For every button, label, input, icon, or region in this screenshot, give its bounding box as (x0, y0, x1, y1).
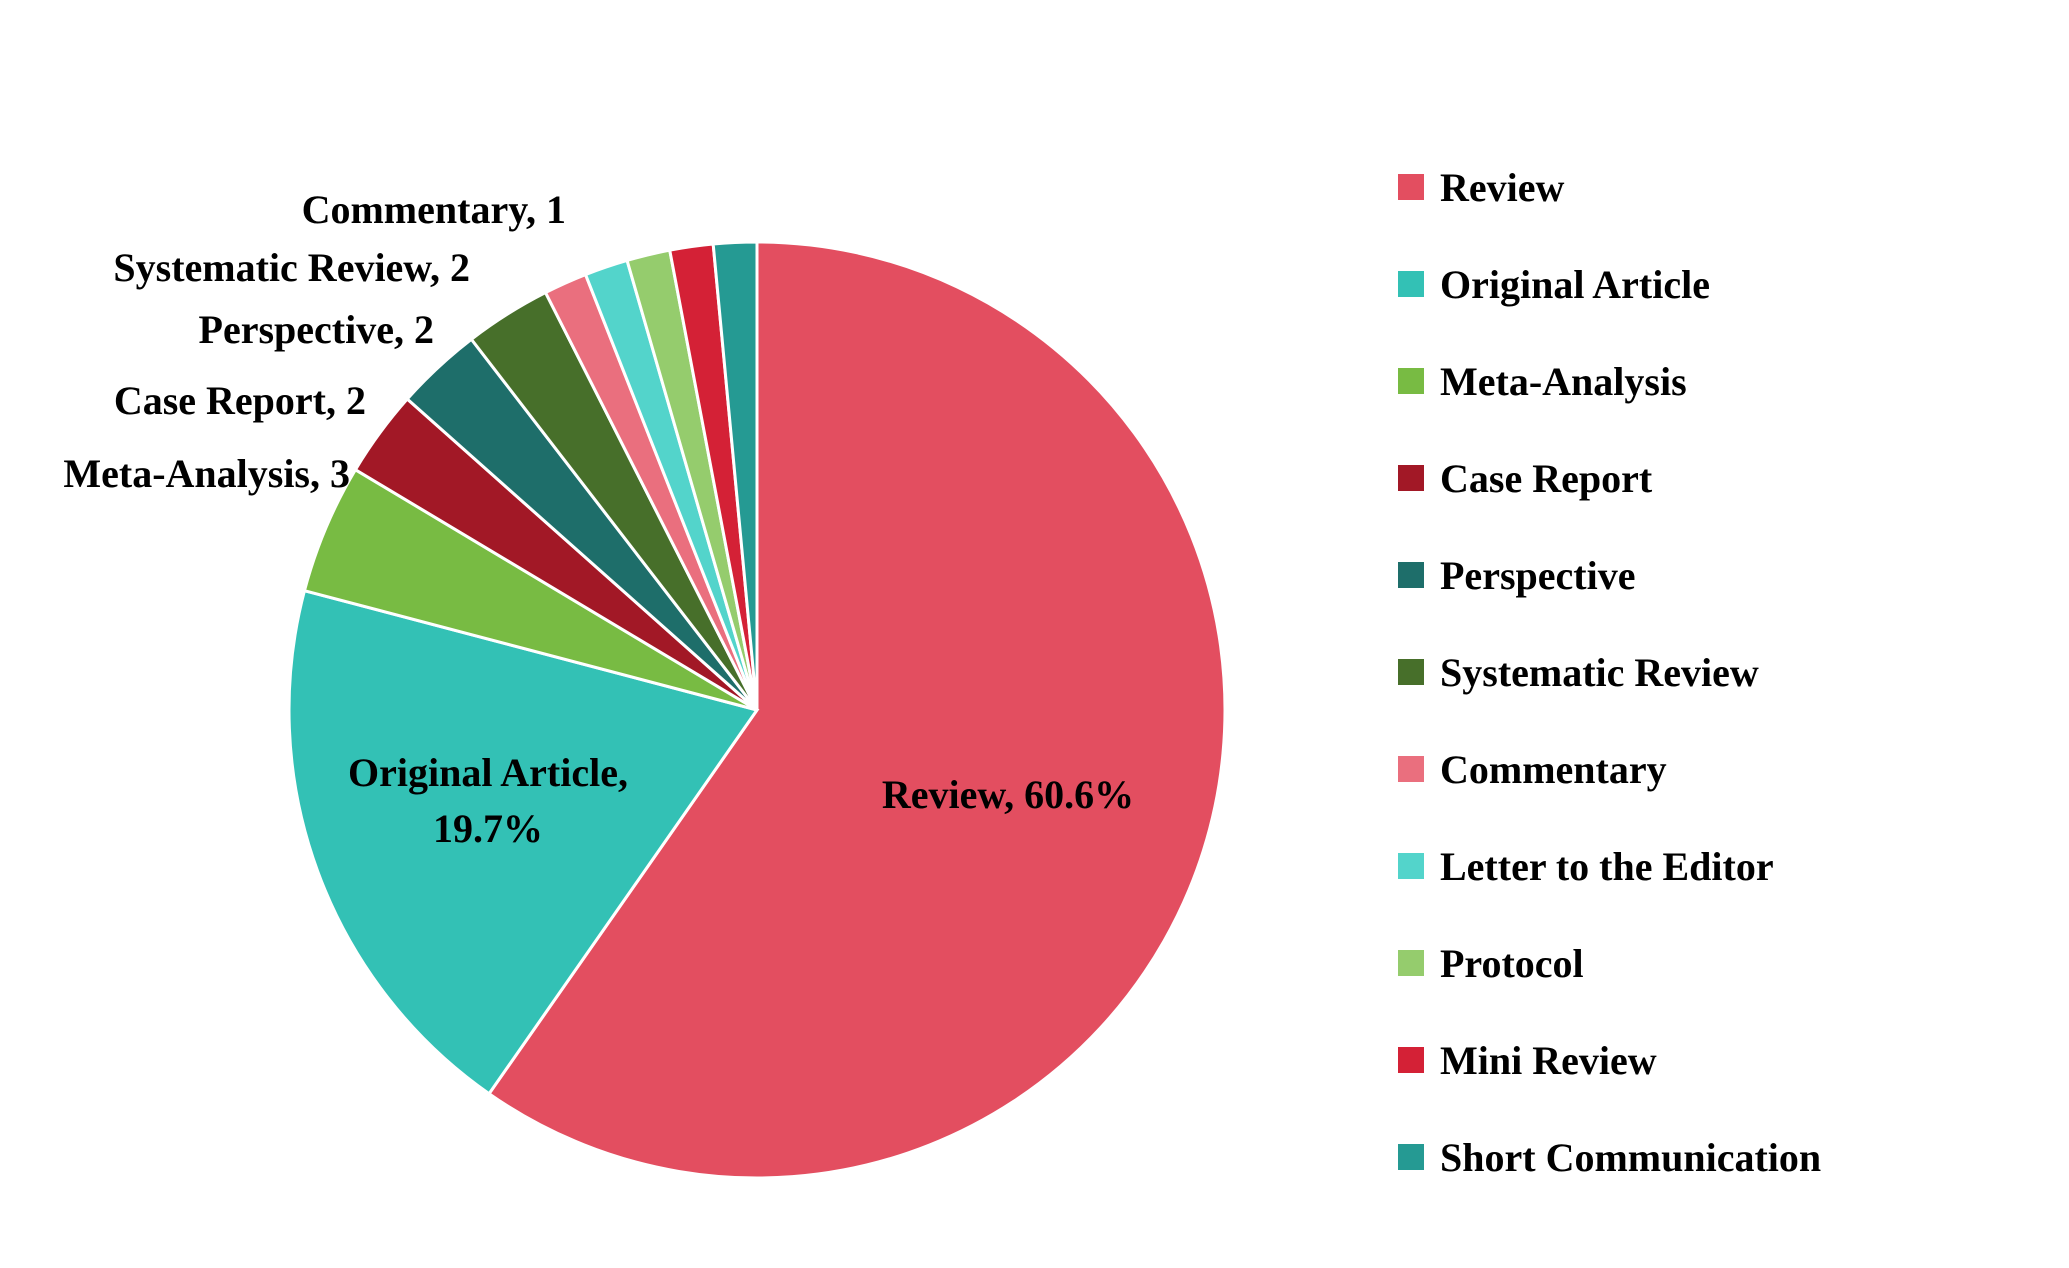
legend-label-review: Review (1440, 165, 1565, 210)
legend-item-systematic-review: Systematic Review (1398, 650, 1759, 695)
legend-item-meta-analysis: Meta-Analysis (1398, 359, 1687, 404)
legend-label-commentary: Commentary (1440, 747, 1667, 792)
data-label-systematic-review: Systematic Review, 2 (113, 245, 470, 290)
legend-label-systematic-review: Systematic Review (1440, 650, 1759, 695)
legend-item-protocol: Protocol (1398, 941, 1584, 986)
legend-item-review: Review (1398, 165, 1565, 210)
legend-item-letter-to-the-editor: Letter to the Editor (1398, 844, 1774, 889)
legend-swatch-case-report (1398, 465, 1424, 491)
legend-swatch-original-article (1398, 271, 1424, 297)
legend-swatch-mini-review (1398, 1047, 1424, 1073)
data-label-review: Review, 60.6% (882, 772, 1134, 817)
legend-label-meta-analysis: Meta-Analysis (1440, 359, 1687, 404)
legend-label-perspective: Perspective (1440, 553, 1635, 598)
data-label-meta-analysis: Meta-Analysis, 3 (63, 451, 350, 496)
legend-label-case-report: Case Report (1440, 456, 1653, 501)
legend-swatch-short-communication (1398, 1144, 1424, 1170)
pie-slice-original-article (287, 588, 760, 1096)
legend-label-original-article: Original Article (1440, 262, 1710, 307)
legend-swatch-review (1398, 174, 1424, 200)
legend-label-protocol: Protocol (1440, 941, 1584, 986)
legend-label-short-communication: Short Communication (1440, 1135, 1821, 1180)
pie-slices (287, 240, 1227, 1180)
legend-item-mini-review: Mini Review (1398, 1038, 1657, 1083)
legend-swatch-letter-to-the-editor (1398, 853, 1424, 879)
legend-swatch-meta-analysis (1398, 368, 1424, 394)
legend: Review Original Article Meta-Analysis Case … (1398, 165, 1821, 1180)
legend-swatch-systematic-review (1398, 659, 1424, 685)
legend-swatch-perspective (1398, 562, 1424, 588)
legend-swatch-commentary (1398, 756, 1424, 782)
data-label-original-article: Original Article, 19.7% (348, 750, 628, 851)
legend-label-mini-review: Mini Review (1440, 1038, 1657, 1083)
legend-item-short-communication: Short Communication (1398, 1135, 1821, 1180)
legend-swatch-protocol (1398, 950, 1424, 976)
legend-item-case-report: Case Report (1398, 456, 1653, 501)
legend-item-original-article: Original Article (1398, 262, 1710, 307)
legend-label-letter-to-the-editor: Letter to the Editor (1440, 844, 1774, 889)
pie-data-labels: Review, 60.6% Original Article, 19.7% Meta-… (63, 187, 1134, 851)
data-label-commentary: Commentary, 1 (302, 187, 566, 232)
legend-item-commentary: Commentary (1398, 747, 1667, 792)
pie-slice-review (486, 240, 1227, 1180)
pie-slice-short-communication (711, 240, 759, 711)
data-label-perspective: Perspective, 2 (199, 307, 434, 352)
legend-item-perspective: Perspective (1398, 553, 1635, 598)
data-label-case-report: Case Report, 2 (114, 378, 366, 423)
